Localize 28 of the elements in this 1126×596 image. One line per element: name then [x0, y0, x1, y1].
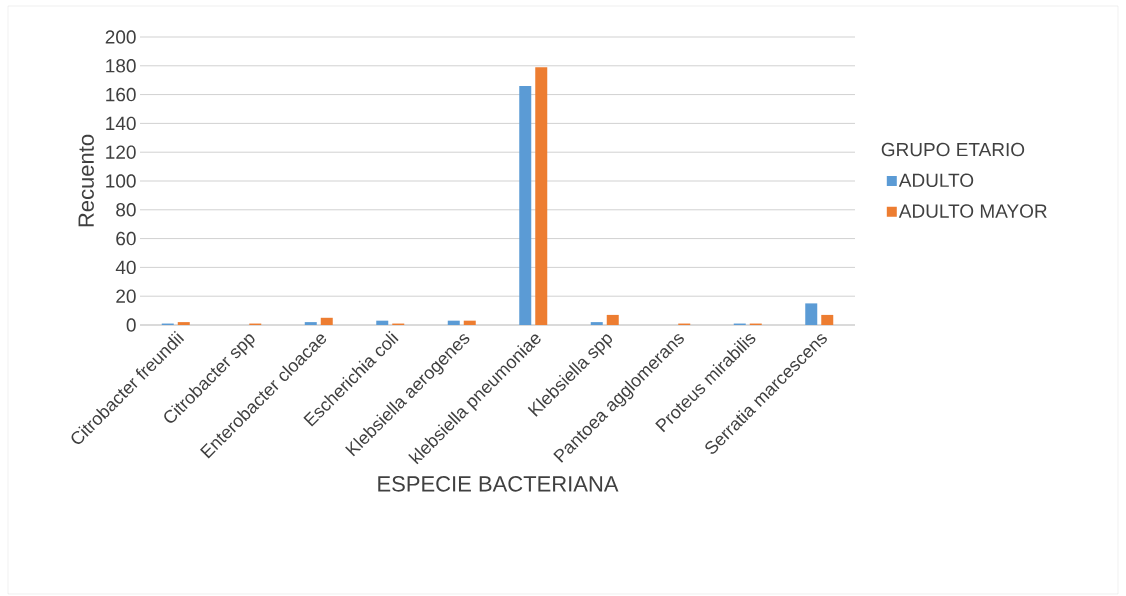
y-tick-label: 20 — [116, 289, 136, 303]
x-axis-title: ESPECIE BACTERIANA — [378, 476, 619, 492]
y-tick-label: 200 — [105, 30, 136, 44]
legend-title: GRUPO ETARIO — [881, 142, 1025, 157]
y-tick-label: 140 — [106, 116, 136, 131]
bar — [320, 317, 333, 325]
legend-label: ADULTO — [898, 173, 974, 188]
bar — [805, 303, 818, 325]
bar — [376, 320, 389, 325]
y-tick-label: 160 — [106, 87, 136, 102]
bar — [590, 322, 603, 325]
bar — [821, 314, 834, 325]
y-tick-label: 0 — [126, 318, 136, 332]
bar — [606, 314, 619, 325]
bar — [463, 320, 476, 325]
bar — [177, 322, 190, 325]
bar — [304, 322, 317, 325]
y-tick-label: 60 — [116, 231, 136, 246]
y-tick-label: 180 — [106, 59, 136, 73]
legend-label: ADULTO MAYOR — [898, 204, 1047, 218]
y-tick-label: 100 — [106, 174, 136, 188]
y-tick-label: 120 — [106, 145, 136, 159]
bar — [535, 67, 548, 325]
y-tick-label: 80 — [116, 203, 136, 217]
y-tick-label: 40 — [115, 260, 136, 275]
bar — [447, 320, 460, 325]
bar — [519, 85, 532, 325]
y-axis-title: Recuento — [78, 134, 94, 227]
